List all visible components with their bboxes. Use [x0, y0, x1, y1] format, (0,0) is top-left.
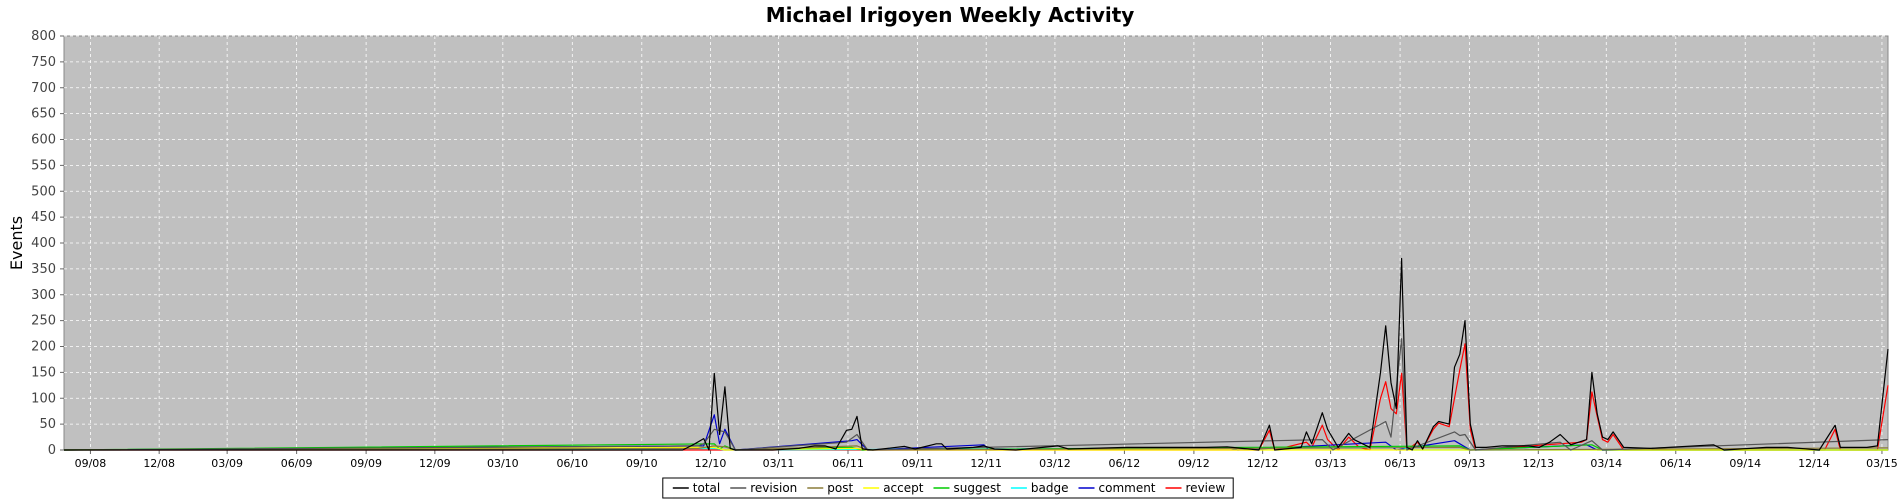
y-tick-label: 750	[31, 55, 56, 70]
legend-item-accept: accept	[863, 481, 924, 495]
y-tick-label: 350	[31, 262, 56, 277]
series-line-total	[64, 257, 1889, 451]
y-tick-label: 600	[31, 133, 56, 148]
legend-item-post: post	[807, 481, 853, 495]
x-tick-label: 12/14	[1798, 457, 1830, 470]
y-tick-label: 700	[31, 81, 56, 96]
legend-label: revision	[750, 481, 797, 495]
x-tick-label: 06/09	[281, 457, 313, 470]
x-tick-label: 03/09	[211, 457, 243, 470]
legend-item-revision: revision	[730, 481, 797, 495]
series-line-post	[63, 445, 1889, 451]
x-tick-label: 09/12	[1178, 457, 1210, 470]
x-tick-label: 03/13	[1315, 457, 1347, 470]
x-tick-label: 06/11	[832, 457, 864, 470]
legend-label: accept	[883, 481, 924, 495]
legend-item-review: review	[1165, 481, 1226, 495]
y-tick-label: 100	[31, 391, 56, 406]
chart-title: Michael Irigoyen Weekly Activity	[766, 3, 1135, 27]
x-tick-label: 03/15	[1866, 457, 1898, 470]
y-tick-label: 150	[31, 365, 56, 380]
legend-item-badge: badge	[1010, 481, 1069, 495]
series-lines	[63, 257, 1889, 451]
y-tick-label: 300	[31, 288, 56, 303]
legend-label: total	[693, 481, 720, 495]
x-tick-label: 09/14	[1729, 457, 1761, 470]
series-line-revision	[63, 338, 1889, 451]
x-tick-label: 12/09	[419, 457, 451, 470]
x-tick-label: 09/08	[75, 457, 107, 470]
x-axis: 09/08 12/08 03/09 06/09 09/09 12/09 03/10 06/10…	[75, 450, 1898, 470]
x-tick-label: 09/13	[1454, 457, 1486, 470]
legend-item-comment: comment	[1078, 481, 1156, 495]
x-tick-label: 06/10	[556, 457, 588, 470]
y-axis-label: Events	[7, 216, 26, 270]
x-tick-label: 12/10	[695, 457, 727, 470]
legend-item-suggest: suggest	[933, 481, 1001, 495]
y-tick-label: 550	[31, 158, 56, 173]
series-line-review	[64, 343, 1889, 451]
y-tick-label: 500	[31, 184, 56, 199]
y-tick-label: 450	[31, 210, 56, 225]
y-tick-label: 650	[31, 107, 56, 122]
x-tick-label: 03/10	[487, 457, 519, 470]
x-tick-label: 06/13	[1384, 457, 1416, 470]
x-tick-label: 12/12	[1247, 457, 1279, 470]
legend-label: post	[827, 481, 853, 495]
legend-label: review	[1186, 481, 1226, 495]
x-tick-label: 06/12	[1109, 457, 1141, 470]
y-tick-label: 0	[48, 443, 56, 458]
x-tick-label: 12/11	[970, 457, 1002, 470]
x-tick-label: 09/11	[902, 457, 934, 470]
grid-lines	[64, 35, 1888, 450]
y-axis: 0 50 100 150 200 250 300 350 400 450 500 550 600 650 7…	[31, 29, 64, 458]
x-tick-label: 12/13	[1522, 457, 1554, 470]
x-tick-label: 03/11	[763, 457, 795, 470]
legend-label: badge	[1031, 481, 1069, 495]
y-tick-label: 200	[31, 340, 56, 355]
x-tick-label: 09/09	[350, 457, 382, 470]
x-tick-label: 12/08	[143, 457, 175, 470]
y-tick-label: 250	[31, 314, 56, 329]
y-tick-label: 400	[31, 236, 56, 251]
legend-label: comment	[1099, 481, 1156, 495]
x-tick-label: 03/12	[1039, 457, 1071, 470]
legend: total revision post accept suggest badge comme…	[662, 477, 1234, 499]
y-tick-label: 800	[31, 29, 56, 44]
x-tick-label: 03/14	[1590, 457, 1622, 470]
y-tick-label: 50	[39, 417, 56, 432]
legend-label: suggest	[953, 481, 1001, 495]
x-tick-label: 09/10	[626, 457, 658, 470]
legend-item-total: total	[672, 481, 720, 495]
x-tick-label: 06/14	[1660, 457, 1692, 470]
